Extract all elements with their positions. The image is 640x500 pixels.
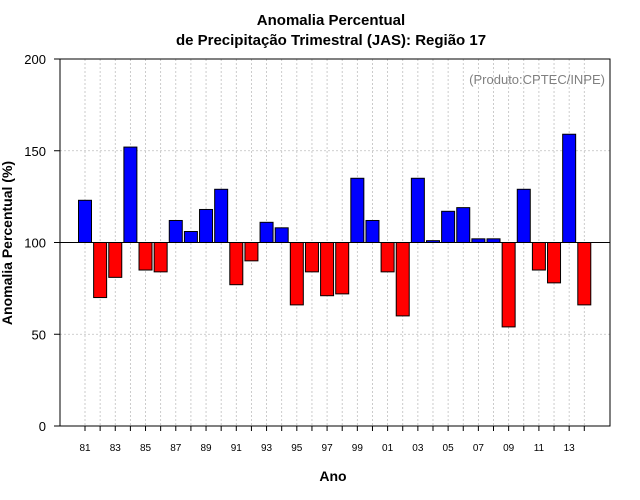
bar-87 <box>168 219 183 243</box>
bar-93 <box>259 221 274 244</box>
credit-text: (Produto:CPTEC/INPE) <box>469 72 605 87</box>
bar-14 <box>577 242 592 306</box>
y-tick-label: 100 <box>24 236 46 251</box>
bar-83 <box>108 242 123 278</box>
bar-85 <box>138 242 153 271</box>
bar-08 <box>486 238 501 244</box>
y-tick-label: 50 <box>32 327 46 342</box>
bar-05 <box>441 210 456 243</box>
x-tick-label: 07 <box>473 443 485 454</box>
x-tick-label: 97 <box>322 443 334 454</box>
bar-98 <box>335 242 350 295</box>
bar-86 <box>153 242 168 273</box>
x-tick-label: 81 <box>79 443 91 454</box>
bar-81 <box>78 199 92 243</box>
bar-95 <box>289 242 304 306</box>
bars <box>78 133 592 328</box>
x-tick-label: 89 <box>200 443 212 454</box>
bar-84 <box>123 146 138 243</box>
x-tick-label: 09 <box>503 443 515 454</box>
y-axis-label: Anomalia Percentual (%) <box>0 161 15 325</box>
bar-89 <box>199 208 214 243</box>
bar-01 <box>380 242 395 273</box>
bar-97 <box>320 242 335 297</box>
y-tick-label: 0 <box>39 419 46 434</box>
bar-90 <box>214 188 229 244</box>
x-tick-label: 99 <box>352 443 364 454</box>
x-tick-label: 11 <box>534 443 545 454</box>
x-tick-label: 91 <box>231 443 243 454</box>
bar-92 <box>244 242 259 262</box>
bar-10 <box>516 188 531 244</box>
chart-title-line-2: de Precipitação Trimestral (JAS): Região… <box>176 32 486 49</box>
bar-96 <box>304 242 319 273</box>
x-tick-label: 83 <box>110 443 122 454</box>
x-tick-label: 85 <box>140 443 152 454</box>
y-axis: 0 50 100 150 200 <box>24 52 60 434</box>
bar-88 <box>183 230 198 244</box>
x-axis-label: Ano <box>319 468 346 484</box>
x-tick-label: 87 <box>170 443 182 454</box>
bar-99 <box>350 177 365 243</box>
chart-title-line-1: Anomalia Percentual <box>257 12 405 29</box>
x-tick-label: 05 <box>443 443 455 454</box>
bar-02 <box>395 242 410 317</box>
bar-13 <box>562 133 577 243</box>
bar-12 <box>547 242 562 284</box>
grid-lines <box>60 59 610 426</box>
x-axis: 81 83 85 87 89 91 93 95 97 99 01 03 05 07 09 11 13 <box>79 426 585 454</box>
bar-00 <box>365 219 380 243</box>
x-tick-label: 01 <box>382 443 394 454</box>
x-tick-label: 03 <box>412 443 424 454</box>
x-tick-label: 95 <box>291 443 303 454</box>
bar-07 <box>471 238 486 244</box>
bar-03 <box>410 177 425 243</box>
bar-09 <box>501 242 516 328</box>
x-tick-label: 93 <box>261 443 273 454</box>
bar-06 <box>456 207 471 243</box>
bar-11 <box>531 242 546 271</box>
y-tick-label: 150 <box>24 144 46 159</box>
x-tick-label: 13 <box>564 443 576 454</box>
bar-91 <box>229 242 244 286</box>
y-tick-label: 200 <box>24 52 46 67</box>
bar-82 <box>93 242 108 299</box>
bar-94 <box>274 227 289 244</box>
